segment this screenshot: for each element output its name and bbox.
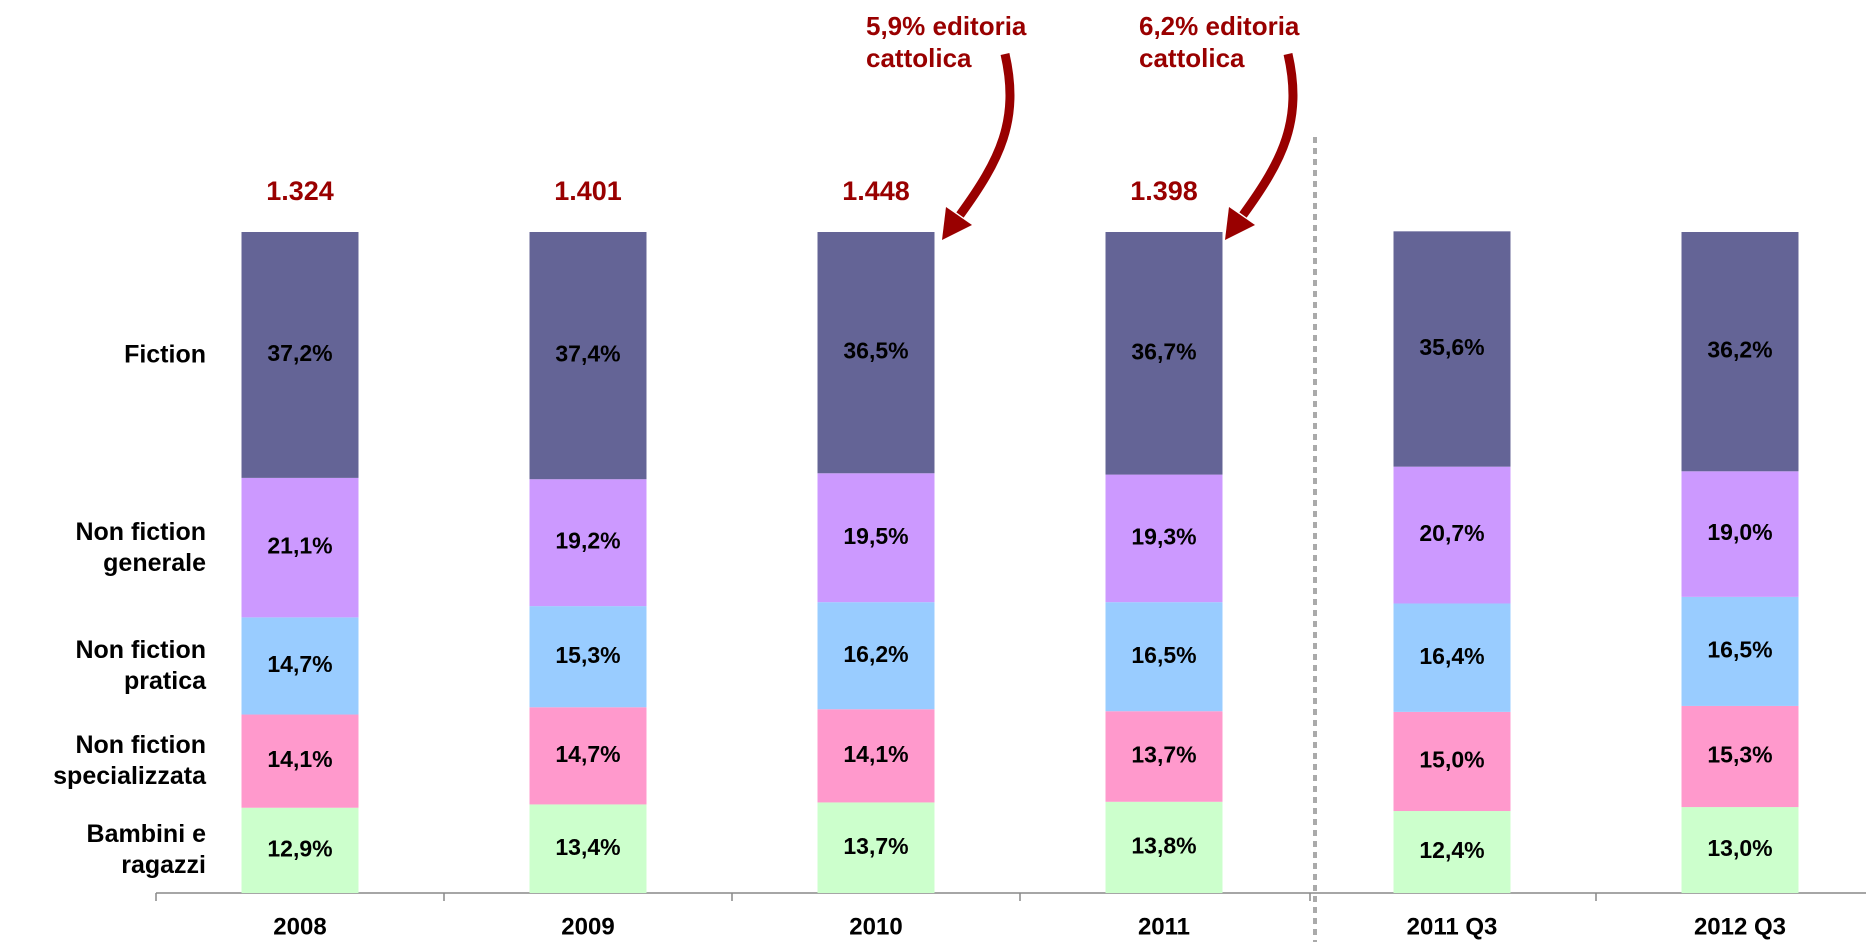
data-label: 16,2%	[843, 641, 908, 667]
data-label: 19,5%	[843, 523, 908, 549]
bar-segment	[1681, 232, 1799, 472]
data-label: 15,3%	[555, 642, 620, 668]
data-label: 13,0%	[1707, 835, 1772, 861]
data-label: 14,1%	[267, 746, 332, 772]
arrow-head	[1225, 207, 1255, 240]
bar-segment	[1105, 232, 1223, 475]
data-label: 21,1%	[267, 533, 332, 559]
annotation: 5,9% editoria cattolica	[866, 11, 1027, 73]
total-label: 1.398	[1130, 176, 1198, 206]
data-label: 36,5%	[843, 338, 908, 364]
data-label: 13,4%	[555, 834, 620, 860]
bar-segment	[1681, 596, 1799, 706]
bar-segment	[1393, 811, 1511, 893]
data-label: 19,0%	[1707, 519, 1772, 545]
data-label: 15,0%	[1419, 747, 1484, 773]
x-tick-label: 2010	[849, 913, 902, 940]
bar-segment	[1393, 603, 1511, 712]
data-label: 19,2%	[555, 528, 620, 554]
arrow	[1239, 53, 1298, 218]
data-label: 14,7%	[267, 651, 332, 677]
data-label: 12,9%	[267, 835, 332, 861]
bar-segment	[817, 473, 935, 603]
bar-segment	[241, 232, 359, 478]
bar-segment	[1681, 471, 1799, 597]
bar-segment	[529, 606, 647, 708]
data-label: 13,7%	[843, 833, 908, 859]
total-label: 1.401	[554, 176, 622, 206]
bar-segment	[1393, 466, 1511, 604]
bar-segment	[1105, 801, 1223, 893]
bar-segment	[1393, 711, 1511, 812]
data-label: 16,5%	[1131, 642, 1196, 668]
x-tick-label: 2012 Q3	[1694, 913, 1786, 940]
data-label: 16,4%	[1419, 643, 1484, 669]
bar-segment	[529, 232, 647, 480]
data-label: 37,4%	[555, 341, 620, 367]
data-label: 14,1%	[843, 741, 908, 767]
bar-segment	[1681, 705, 1799, 808]
data-label: 36,2%	[1707, 337, 1772, 363]
x-tick-label: 2009	[561, 913, 614, 940]
series-label: Non fiction specializzata	[53, 731, 206, 791]
bar-segment	[1105, 711, 1223, 802]
bar-segment	[241, 477, 359, 618]
bar-segment	[241, 714, 359, 808]
bar-segment	[1681, 807, 1799, 893]
bar-segment	[817, 709, 935, 803]
data-label: 16,5%	[1707, 636, 1772, 662]
series-label: Non fiction pratica	[75, 635, 206, 695]
annotation: 6,2% editoria cattolica	[1139, 11, 1300, 73]
data-label: 19,3%	[1131, 523, 1196, 549]
data-label: 13,7%	[1131, 742, 1196, 768]
data-label: 35,6%	[1419, 334, 1484, 360]
series-label: Bambini e ragazzi	[86, 820, 206, 880]
bar-segment	[817, 802, 935, 893]
x-tick-label: 2011	[1138, 913, 1190, 940]
x-tick-label: 2011 Q3	[1407, 913, 1498, 940]
data-label: 14,7%	[555, 741, 620, 767]
data-label: 20,7%	[1419, 520, 1484, 546]
series-label: Fiction	[124, 340, 206, 369]
total-label: 1.324	[266, 176, 334, 206]
bar-segment	[529, 707, 647, 805]
bar-segment	[529, 804, 647, 893]
bar-segment	[241, 807, 359, 893]
bar-segment	[1105, 474, 1223, 603]
data-label: 13,8%	[1131, 832, 1196, 858]
x-tick-label: 2008	[273, 913, 326, 940]
data-label: 12,4%	[1419, 837, 1484, 863]
bar-segment	[1105, 602, 1223, 712]
total-label: 1.448	[842, 176, 910, 206]
arrow	[956, 53, 1015, 218]
data-label: 36,7%	[1131, 338, 1196, 364]
data-label: 37,2%	[267, 340, 332, 366]
data-label: 15,3%	[1707, 742, 1772, 768]
series-label: Non fiction generale	[75, 517, 206, 577]
bar-segment	[529, 479, 647, 607]
bar-segment	[817, 232, 935, 474]
arrow-head	[942, 207, 972, 240]
bar-segment	[817, 602, 935, 710]
bar-segment	[1393, 231, 1511, 467]
bar-segment	[241, 617, 359, 715]
